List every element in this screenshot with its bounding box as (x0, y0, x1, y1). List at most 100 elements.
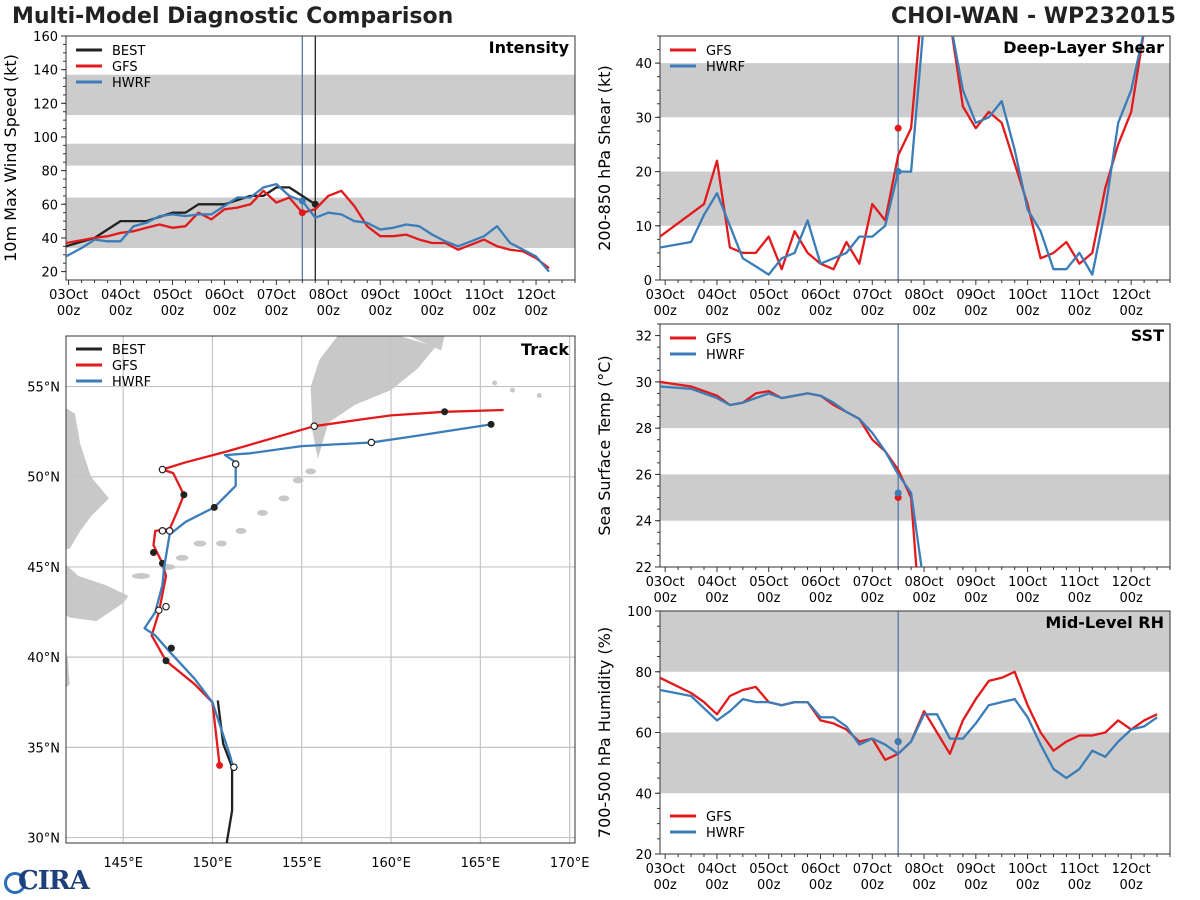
track-point-filled (162, 657, 170, 665)
rh-xtick-hour: 00z (705, 878, 729, 893)
rh-xtick-hour: 00z (757, 878, 781, 893)
shear-xtick-day: 09Oct (956, 288, 995, 303)
track-point-open (165, 527, 174, 535)
intensity-title: Intensity (489, 38, 570, 57)
kuril-island (132, 572, 151, 579)
sst-ytick-label: 22 (635, 561, 652, 576)
track-legend-label-hwrf: HWRF (112, 375, 151, 390)
track-ytick-label: 50°N (27, 471, 60, 486)
shear-band-0 (660, 171, 1170, 226)
intensity-series-best (66, 186, 316, 248)
shear-xtick-hour: 00z (1016, 304, 1040, 319)
intensity-marker-hwrf (298, 197, 306, 205)
kuril-island (257, 509, 268, 516)
sst-xtick-day: 11Oct (1060, 575, 1099, 590)
rh-panel: 2040608010003Oct00z04Oct00z05Oct00z06Oct… (595, 605, 1171, 893)
sst-xtick-hour: 00z (964, 591, 988, 606)
rh-xtick-hour: 00z (1119, 878, 1143, 893)
track-point-filled (180, 491, 188, 499)
rh-xtick-hour: 00z (653, 878, 677, 893)
shear-xtick-hour: 00z (964, 304, 988, 319)
intensity-xtick-day: 04Oct (101, 288, 140, 303)
shear-ytick-label: 30 (635, 111, 652, 126)
intensity-series-hwrf (66, 182, 550, 273)
track-point-open (162, 602, 170, 611)
shear-xtick-day: 07Oct (853, 288, 892, 303)
intensity-xtick-hour: 00z (161, 304, 185, 319)
shear-xtick-day: 08Oct (905, 288, 944, 303)
sst-xtick-hour: 00z (1119, 591, 1143, 606)
rh-xtick-day: 08Oct (905, 862, 944, 877)
rh-xtick-day: 12Oct (1112, 862, 1151, 877)
track-xtick-label: 145°E (103, 856, 143, 871)
sst-legend-label-gfs: GFS (706, 332, 732, 347)
sst-xtick-hour: 00z (912, 591, 936, 606)
track-point-filled (150, 549, 158, 557)
sst-ytick-label: 32 (635, 330, 652, 345)
intensity-panel: 2040608010012014016003Oct00z04Oct00z05Oc… (1, 30, 576, 319)
intensity-xtick-day: 07Oct (257, 288, 296, 303)
sst-xtick-day: 03Oct (646, 575, 685, 590)
kamchatka-east-shape (408, 336, 445, 351)
sst-xtick-day: 10Oct (1008, 575, 1047, 590)
rh-xtick-hour: 00z (912, 878, 936, 893)
intensity-xtick-day: 08Oct (309, 288, 348, 303)
rh-ytick-label: 100 (627, 605, 652, 620)
track-xtick-label: 160°E (371, 856, 411, 871)
intensity-xtick-hour: 00z (109, 304, 133, 319)
shear-ytick-label: 40 (635, 57, 652, 72)
track-xtick-label: 170°E (550, 856, 590, 871)
rh-series-hwrf (660, 688, 1158, 780)
rh-xtick-day: 07Oct (853, 862, 892, 877)
rh-xtick-hour: 00z (1016, 878, 1040, 893)
intensity-xtick-day: 09Oct (361, 288, 400, 303)
sst-ytick-label: 24 (635, 515, 652, 530)
sst-xtick-hour: 00z (1068, 591, 1092, 606)
intensity-legend-label-best: BEST (112, 44, 145, 59)
intensity-ytick-label: 100 (33, 131, 58, 146)
shear-xtick-hour: 00z (861, 304, 885, 319)
sst-xtick-hour: 00z (653, 591, 677, 606)
track-point-filled (441, 408, 449, 416)
intensity-band-1 (66, 143, 575, 166)
rh-ytick-label: 20 (635, 848, 652, 863)
kamchatka-shape (310, 336, 436, 459)
sst-title: SST (1131, 326, 1164, 345)
rh-xtick-hour: 00z (1068, 878, 1092, 893)
shear-ytick-label: 0 (644, 274, 652, 289)
intensity-xtick-day: 06Oct (205, 288, 244, 303)
intensity-xtick-hour: 00z (57, 304, 81, 319)
shear-panel: 01020304003Oct00z04Oct00z05Oct00z06Oct00… (595, 35, 1171, 319)
shear-xtick-day: 10Oct (1008, 288, 1047, 303)
shear-xtick-day: 05Oct (749, 288, 788, 303)
shear-xtick-hour: 00z (1119, 304, 1143, 319)
track-xtick-label: 155°E (282, 856, 322, 871)
page-title: Multi-Model Diagnostic Comparison (12, 4, 454, 29)
track-ytick-label: 40°N (27, 651, 60, 666)
rh-xtick-day: 03Oct (646, 862, 685, 877)
intensity-xtick-hour: 00z (317, 304, 341, 319)
intensity-xtick-hour: 00z (524, 304, 548, 319)
track-title: Track (521, 340, 569, 359)
rh-xtick-hour: 00z (964, 878, 988, 893)
intensity-xtick-hour: 00z (213, 304, 237, 319)
shear-xtick-day: 03Oct (646, 288, 685, 303)
sst-series-hwrf (660, 385, 923, 567)
track-point-open (158, 465, 167, 474)
intensity-legend-label-hwrf: HWRF (112, 76, 151, 91)
rh-marker-hwrf (894, 738, 902, 746)
shear-xtick-hour: 00z (1068, 304, 1092, 319)
intensity-xtick-hour: 00z (472, 304, 496, 319)
track-ytick-label: 45°N (27, 561, 60, 576)
track-legend-label-best: BEST (112, 343, 145, 358)
track-ytick-label: 30°N (27, 832, 60, 847)
intensity-ytick-label: 80 (41, 165, 58, 180)
intensity-frame (65, 35, 576, 281)
track-xtick-label: 165°E (461, 856, 501, 871)
track-point-filled (487, 420, 495, 428)
shear-xtick-day: 12Oct (1112, 288, 1151, 303)
commander-island (536, 393, 542, 399)
track-point-open (367, 438, 376, 447)
track-frame (65, 335, 576, 844)
track-ytick-label: 35°N (27, 741, 60, 756)
